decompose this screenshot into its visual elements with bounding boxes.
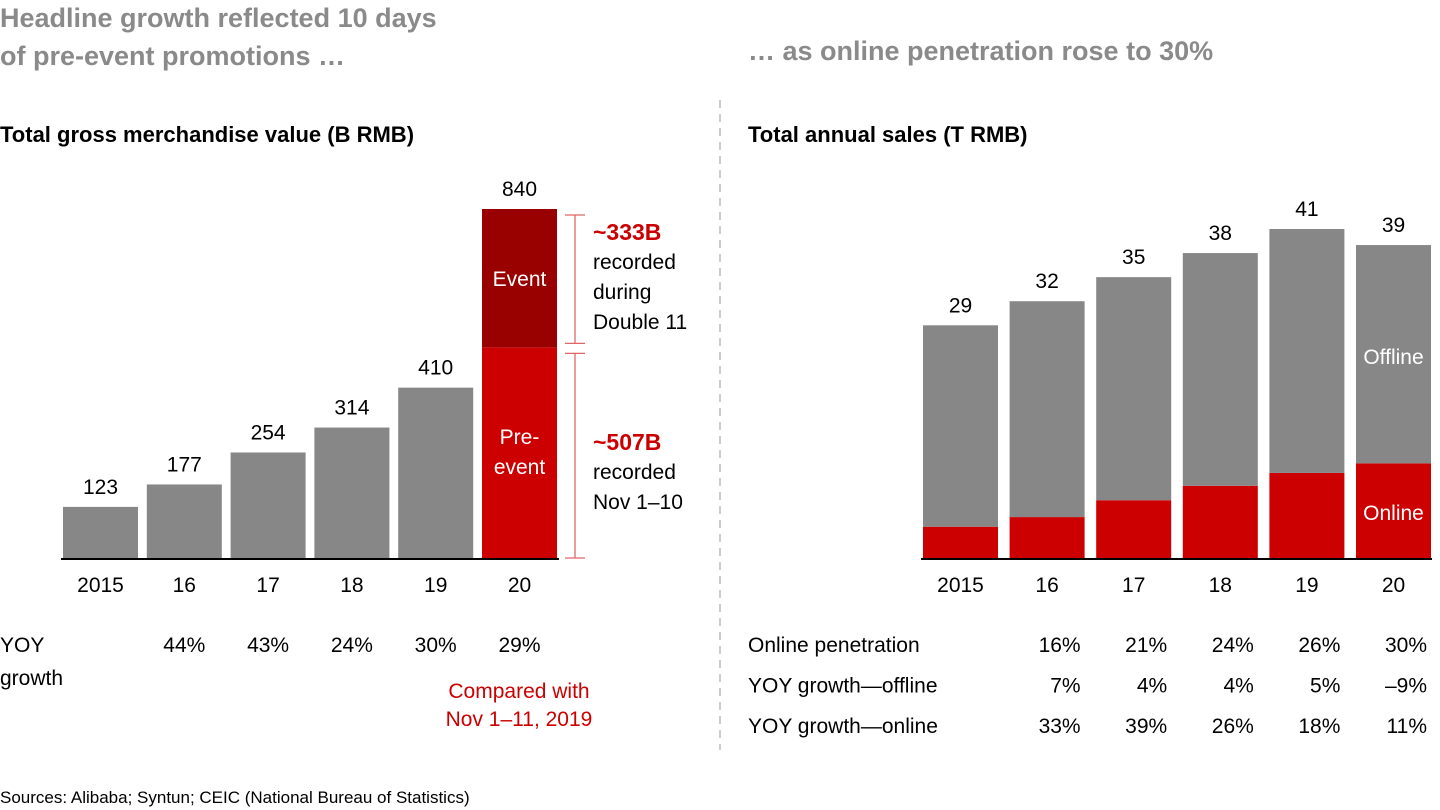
annotation-text: Double 11	[593, 311, 687, 334]
table-cell: –9%	[1385, 675, 1427, 698]
left-chart: 123 2015 177 16 44% 254 17 43% 314 18 24% 410 19 30% P…	[0, 178, 687, 731]
yoy-growth-value: 24%	[331, 634, 373, 657]
bar	[398, 387, 474, 558]
x-tick-label: 17	[1122, 574, 1145, 597]
bar	[314, 427, 390, 558]
table-cell: 21%	[1125, 634, 1167, 657]
headline-right: … as online penetration rose to 30%	[748, 36, 1213, 66]
sources: Sources: Alibaba; Syntun; CEIC (National…	[0, 788, 470, 807]
table-cell: 11%	[1387, 715, 1427, 738]
segment-label: event	[494, 456, 546, 479]
bar	[230, 452, 306, 558]
table-cell: 4%	[1137, 675, 1167, 698]
table-cell: 18%	[1298, 715, 1340, 738]
left-chart-title: Total gross merchandise value (B RMB)	[0, 122, 414, 147]
x-tick-label: 2015	[937, 574, 984, 597]
total-label: 41	[1295, 198, 1318, 221]
table-cell: 4%	[1223, 675, 1253, 698]
table-cell: 7%	[1050, 675, 1080, 698]
table-cell: 16%	[1039, 634, 1081, 657]
x-tick-label: 18	[340, 574, 363, 597]
bar-online	[1356, 463, 1431, 558]
x-tick-label: 17	[256, 574, 279, 597]
annotation-value: ~507B	[593, 429, 661, 455]
yoy-growth-label: YOY	[0, 634, 44, 657]
bar-offline	[1009, 301, 1085, 518]
yoy-growth-value: 30%	[415, 634, 457, 657]
table-cell: 26%	[1298, 634, 1340, 657]
table-cell: 24%	[1212, 634, 1254, 657]
value-label: 177	[167, 453, 202, 476]
bar-segment-pre-event	[482, 347, 557, 558]
annotation-text: Nov 1–10	[593, 491, 683, 514]
value-label: 254	[251, 421, 286, 444]
bar-offline	[1182, 253, 1258, 486]
value-label: 410	[418, 357, 453, 380]
bar-online	[1009, 517, 1085, 558]
annotation-text: recorded	[593, 461, 676, 484]
x-tick-label: 18	[1209, 574, 1232, 597]
right-chart: 29 2015 32 16 35 17 38 18 41 19 39 20 Offline Online O…	[748, 198, 1432, 738]
annotation-value: ~333B	[593, 219, 661, 245]
x-tick-label: 19	[1295, 574, 1318, 597]
bar-offline	[1356, 245, 1431, 464]
comparison-note: Compared with	[448, 680, 589, 703]
value-label: 840	[502, 178, 537, 201]
total-label: 35	[1122, 246, 1145, 269]
total-label: 32	[1035, 270, 1058, 293]
bar-online	[923, 526, 998, 558]
bar	[146, 484, 222, 558]
annotation-text: recorded	[593, 251, 676, 274]
headline-left-line1: Headline growth reflected 10 days	[0, 3, 437, 33]
headline-left-line2: of pre-event promotions …	[0, 41, 345, 71]
series-label-offline: Offline	[1363, 346, 1423, 369]
table-row-label: Online penetration	[748, 634, 920, 657]
x-tick-label: 2015	[77, 574, 124, 597]
x-tick-label: 20	[1382, 574, 1405, 597]
bar-online	[1096, 500, 1172, 558]
total-label: 38	[1209, 222, 1232, 245]
bar-segment-event	[482, 209, 557, 348]
bar-offline	[1269, 229, 1345, 473]
right-chart-title: Total annual sales (T RMB)	[748, 122, 1028, 147]
value-label: 314	[334, 397, 369, 420]
bar-online	[1182, 485, 1258, 558]
bar-offline	[923, 325, 998, 527]
total-label: 29	[949, 294, 972, 317]
table-cell: 5%	[1310, 675, 1340, 698]
table-row-label: YOY growth—online	[748, 715, 938, 738]
table-cell: 26%	[1212, 715, 1254, 738]
series-label-online: Online	[1363, 502, 1424, 525]
x-tick-label: 16	[1035, 574, 1058, 597]
x-tick-label: 19	[424, 574, 447, 597]
table-row-label: YOY growth—offline	[748, 675, 938, 698]
segment-label: Event	[493, 268, 547, 291]
x-tick-label: 16	[173, 574, 196, 597]
table-cell: 39%	[1125, 715, 1167, 738]
annotation-text: during	[593, 281, 651, 304]
x-tick-label: 20	[508, 574, 531, 597]
bar	[63, 506, 138, 558]
total-label: 39	[1382, 214, 1405, 237]
segment-label: Pre-	[500, 426, 540, 449]
bar-offline	[1096, 277, 1172, 501]
table-cell: 33%	[1039, 715, 1081, 738]
comparison-note: Nov 1–11, 2019	[446, 708, 593, 731]
yoy-growth-value: 44%	[163, 634, 205, 657]
yoy-growth-value: 29%	[498, 634, 540, 657]
table-cell: 30%	[1385, 634, 1427, 657]
yoy-growth-value: 43%	[247, 634, 289, 657]
yoy-growth-label: growth	[0, 667, 63, 690]
value-label: 123	[83, 476, 118, 499]
bar-online	[1269, 472, 1345, 558]
